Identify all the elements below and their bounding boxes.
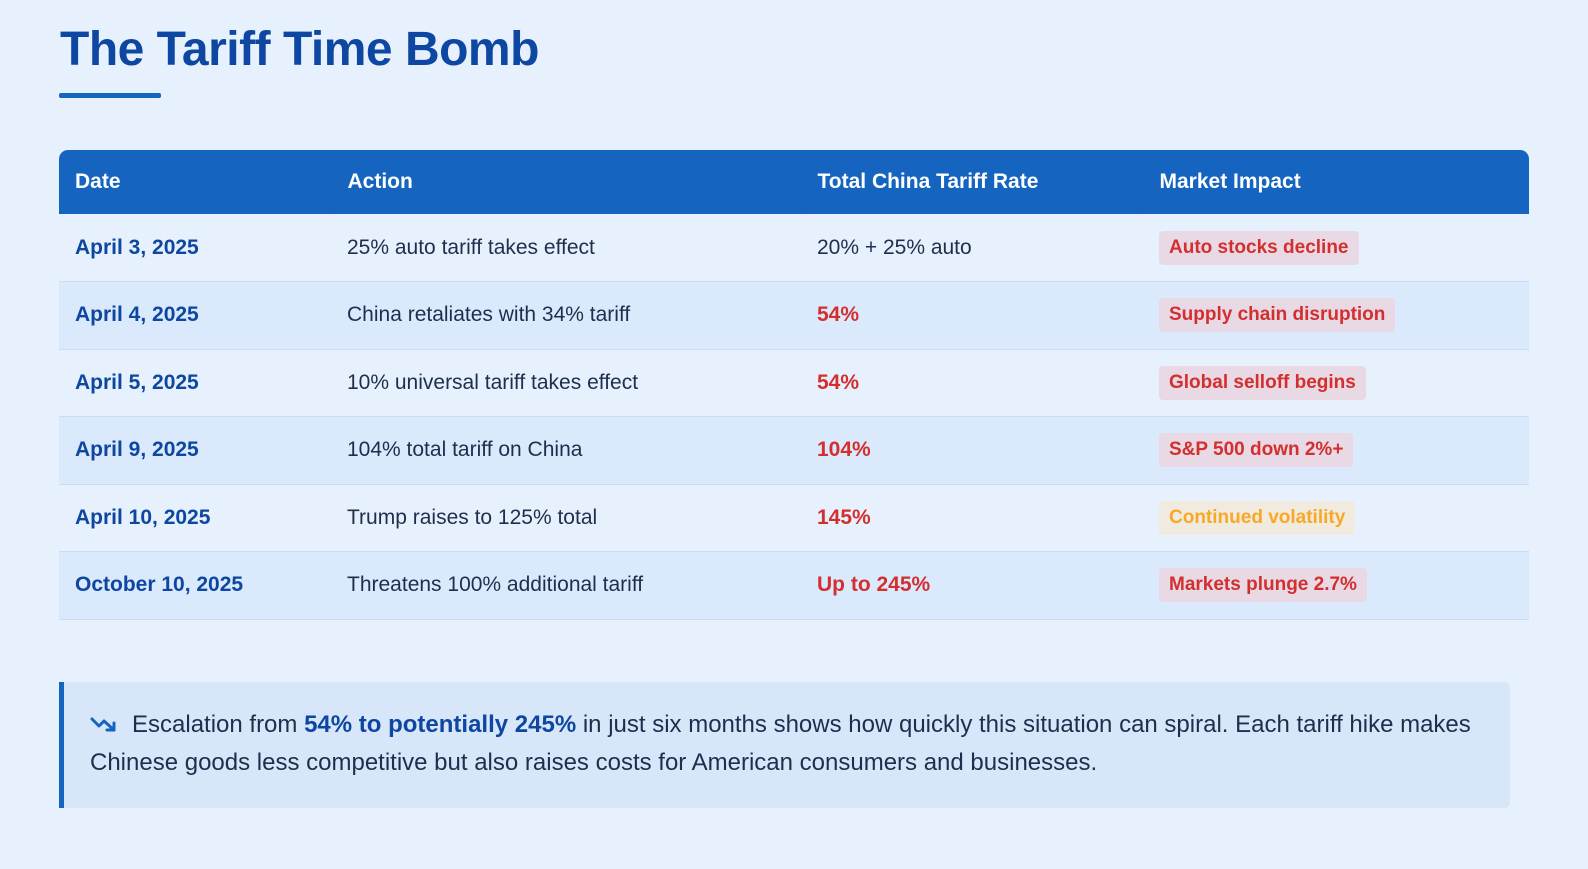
row-date: April 3, 2025 bbox=[75, 235, 199, 259]
row-impact-cell: Supply chain disruption bbox=[1143, 282, 1529, 350]
impact-badge: Supply chain disruption bbox=[1159, 298, 1396, 333]
row-date: April 9, 2025 bbox=[75, 438, 199, 462]
tariff-timeline-table: Date Action Total China Tariff Rate Mark… bbox=[59, 150, 1529, 620]
table-row: April 10, 2025 Trump raises to 125% tota… bbox=[59, 484, 1529, 552]
table-header-row: Date Action Total China Tariff Rate Mark… bbox=[59, 150, 1529, 214]
row-impact-cell: Global selloff begins bbox=[1143, 349, 1529, 417]
callout-highlight: 54% to potentially 245% bbox=[304, 711, 577, 738]
row-tariff-rate: 20% + 25% auto bbox=[817, 235, 972, 259]
row-action: 10% universal tariff takes effect bbox=[347, 370, 639, 394]
table-row: April 4, 2025 China retaliates with 34% … bbox=[59, 281, 1529, 350]
title-underline bbox=[59, 93, 161, 98]
row-tariff-rate: Up to 245% bbox=[817, 573, 931, 597]
row-impact-cell: Auto stocks decline bbox=[1143, 214, 1529, 282]
table-row: April 9, 2025 104% total tariff on China… bbox=[59, 416, 1529, 485]
row-date: April 4, 2025 bbox=[75, 303, 199, 327]
row-tariff-rate: 54% bbox=[817, 303, 860, 327]
impact-badge: S&P 500 down 2%+ bbox=[1159, 433, 1354, 468]
table-row: October 10, 2025 Threatens 100% addition… bbox=[59, 551, 1529, 620]
column-header-tariff-rate: Total China Tariff Rate bbox=[801, 150, 1144, 214]
impact-badge: Continued volatility bbox=[1159, 500, 1356, 535]
row-action: 25% auto tariff takes effect bbox=[347, 235, 595, 259]
row-action: China retaliates with 34% tariff bbox=[347, 303, 631, 327]
column-header-action: Action bbox=[331, 150, 802, 214]
row-action: Threatens 100% additional tariff bbox=[347, 573, 644, 597]
table-row: April 5, 2025 10% universal tariff takes… bbox=[59, 349, 1529, 417]
page-title: The Tariff Time Bomb bbox=[60, 23, 539, 76]
row-impact-cell: Markets plunge 2.7% bbox=[1143, 552, 1529, 620]
column-header-market-impact: Market Impact bbox=[1159, 170, 1301, 193]
row-date: April 10, 2025 bbox=[75, 505, 211, 529]
impact-badge: Auto stocks decline bbox=[1159, 230, 1359, 265]
row-date: April 5, 2025 bbox=[75, 370, 199, 394]
column-header-date: Date bbox=[59, 150, 332, 214]
impact-badge: Markets plunge 2.7% bbox=[1159, 568, 1367, 603]
row-tariff-rate: 145% bbox=[817, 505, 871, 529]
row-impact-cell: S&P 500 down 2%+ bbox=[1143, 417, 1529, 485]
impact-badge: Global selloff begins bbox=[1159, 365, 1366, 400]
callout-text-suffix: in just six months shows how quickly thi… bbox=[90, 711, 1471, 776]
row-tariff-rate: 54% bbox=[817, 370, 860, 394]
trending-down-icon bbox=[90, 708, 120, 732]
row-impact-cell: Continued volatility bbox=[1143, 484, 1529, 552]
row-tariff-rate: 104% bbox=[817, 438, 871, 462]
row-action: 104% total tariff on China bbox=[347, 438, 583, 462]
escalation-callout: Escalation from 54% to potentially 245% … bbox=[59, 682, 1510, 808]
row-date: October 10, 2025 bbox=[75, 573, 244, 597]
callout-text-prefix: Escalation from bbox=[132, 711, 305, 738]
row-action: Trump raises to 125% total bbox=[347, 505, 598, 529]
table-row: April 3, 2025 25% auto tariff takes effe… bbox=[59, 214, 1529, 282]
